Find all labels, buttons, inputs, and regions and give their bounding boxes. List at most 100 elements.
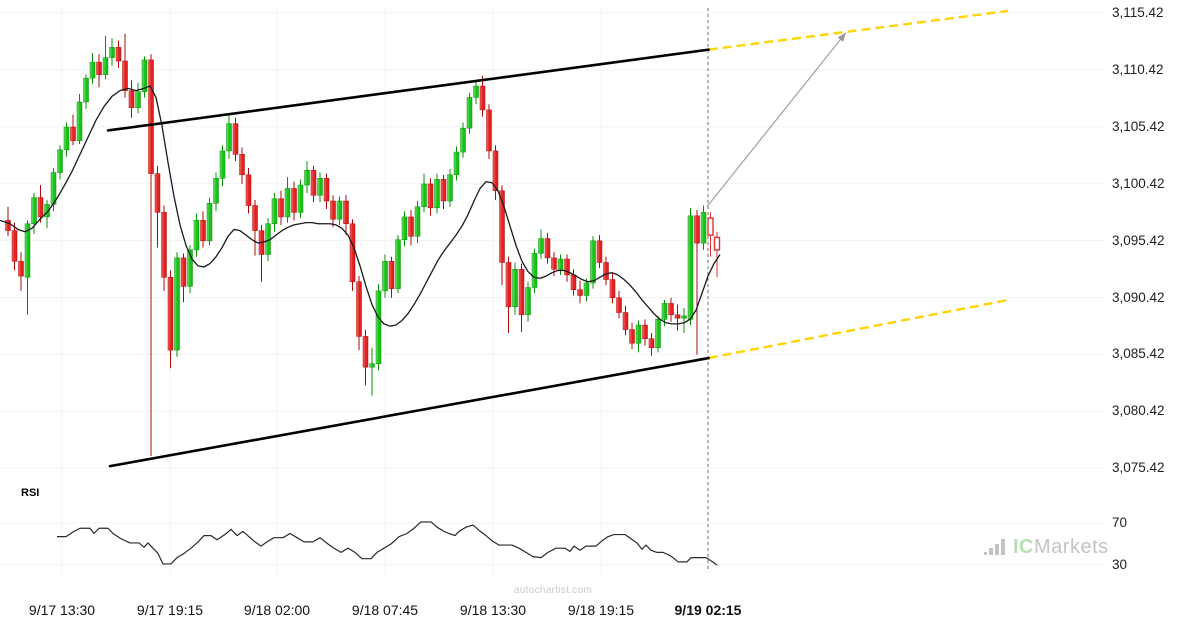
candle (518, 263, 525, 332)
candle-body (83, 77, 89, 103)
candle (161, 205, 167, 291)
candle-body (466, 97, 473, 129)
time-axis-label: 9/17 19:15 (136, 602, 204, 618)
candle-body (31, 197, 37, 225)
candle (200, 211, 206, 248)
candle (193, 213, 200, 257)
candle-body (96, 61, 102, 75)
price-axis-label: 3,105.42 (1112, 118, 1165, 134)
rsi-axis-label: 70 (1112, 515, 1128, 530)
candle-body (57, 149, 63, 173)
candle-body (63, 126, 70, 151)
candle-body (440, 179, 447, 202)
candle-body (525, 287, 531, 316)
candle-body (570, 274, 577, 291)
price-axis-label: 3,080.42 (1112, 403, 1165, 419)
candle-body (232, 123, 239, 155)
candle (362, 329, 369, 386)
candle (700, 205, 707, 250)
candle-body (609, 279, 616, 298)
candle-body (544, 238, 551, 259)
candle-body (76, 101, 83, 141)
candle (466, 92, 473, 134)
time-axis-label: 9/17 13:30 (28, 602, 96, 618)
bar-chart-icon (984, 539, 1005, 555)
candle (174, 252, 180, 357)
candle-body (434, 179, 440, 209)
candle-body (512, 269, 518, 308)
candle (83, 74, 89, 109)
candle-body (518, 269, 525, 316)
candle-body (343, 200, 349, 225)
candle-body (557, 258, 564, 270)
candle-body (492, 150, 499, 192)
lower-trendline (108, 356, 711, 468)
candle-body (278, 198, 284, 218)
candle-body (596, 240, 603, 263)
candle (310, 165, 317, 203)
lower-trendline-extension (708, 298, 1009, 360)
brand-markets-text: Markets (1034, 536, 1109, 558)
time-axis-label: 9/18 07:45 (351, 602, 419, 618)
candle (642, 319, 648, 346)
forecast-arrow (706, 32, 847, 208)
candle (707, 212, 714, 257)
candle-body (37, 197, 44, 218)
candle (453, 146, 460, 181)
candle-body (622, 312, 629, 330)
candle (655, 315, 661, 353)
candle (388, 256, 395, 298)
candle-body (694, 215, 700, 244)
candle (531, 248, 538, 294)
candle (50, 167, 57, 212)
candle (37, 185, 44, 223)
candle (252, 199, 258, 256)
candle-body (206, 203, 213, 242)
candle (375, 284, 382, 371)
candle (291, 181, 297, 221)
candle (96, 54, 102, 88)
candle (18, 252, 24, 291)
price-axis-label: 3,085.42 (1112, 346, 1165, 362)
candle (343, 195, 349, 236)
candle-body (167, 276, 174, 351)
candle (460, 122, 466, 158)
candle-body (473, 85, 479, 98)
candle-body (336, 200, 343, 220)
candle-body (538, 238, 544, 254)
candle (421, 173, 427, 213)
candle-body (375, 290, 382, 364)
candle-body (427, 183, 434, 209)
candle-body (252, 205, 258, 231)
candle-body (629, 329, 635, 344)
candle-body (44, 204, 50, 218)
price-axis-label: 3,090.42 (1112, 289, 1165, 305)
time-axis-label: 9/18 13:30 (459, 602, 527, 618)
candle-body (421, 183, 427, 207)
candle (557, 254, 564, 275)
price-axis-label: 3,095.42 (1112, 232, 1165, 248)
candle (674, 304, 681, 331)
candle (206, 197, 213, 246)
candle-body (122, 60, 128, 91)
candle (330, 195, 336, 228)
candle-body (486, 109, 492, 152)
candle (122, 33, 128, 98)
candle (447, 169, 453, 207)
candle-body (505, 262, 512, 308)
candle-body (674, 314, 681, 319)
candle-body (356, 281, 362, 337)
candle (141, 56, 148, 98)
candle (577, 280, 583, 304)
candle-body (219, 150, 226, 179)
candle (687, 207, 694, 326)
candle (694, 210, 700, 355)
candle-body (362, 336, 369, 368)
candle-body (109, 47, 115, 58)
candle-body (401, 216, 408, 240)
candle-body (180, 257, 187, 287)
candle-body (297, 184, 304, 213)
candle-body (310, 170, 317, 196)
candle (63, 122, 70, 157)
